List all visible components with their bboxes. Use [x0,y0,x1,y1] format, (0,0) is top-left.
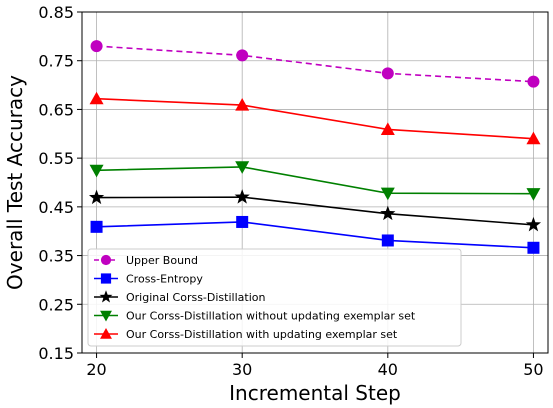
x-tick-label: 30 [232,360,252,379]
y-tick-label: 0.65 [38,100,74,119]
legend-label: Cross-Entropy [126,273,203,286]
plot-area [81,11,549,354]
triangle-down-marker [380,187,395,201]
y-tick-label: 0.25 [38,295,74,314]
y-tick-label: 0.35 [38,247,74,266]
circle-marker [527,75,540,88]
x-tick-label: 50 [523,360,543,379]
x-axis-title: Incremental Step [229,381,401,405]
x-tick-label: 20 [86,360,106,379]
legend-label: Our Corss-Distillation with updating exe… [126,328,398,341]
square-marker [90,220,103,233]
y-tick-label: 0.75 [38,52,74,71]
triangle-up-marker [100,328,112,339]
legend-item: Cross-Entropy [94,273,203,286]
series-3 [89,161,541,201]
y-tick-label: 0.15 [38,344,74,363]
triangle-down-marker [89,164,104,178]
triangle-up-marker [235,98,250,111]
y-tick-label: 0.55 [38,149,74,168]
y-axis-title: Overall Test Accuracy [3,75,27,290]
circle-marker [381,67,394,80]
triangle-up-marker [380,122,395,136]
star-marker [380,205,396,221]
triangle-down-marker [235,161,250,174]
star-marker [88,189,105,205]
legend-label: Our Corss-Distillation without updating … [126,310,416,323]
series-line [96,166,534,195]
series-line [96,97,534,140]
legend-box [87,248,462,347]
series-line [96,45,534,83]
x-axis: 20 30 40 50 [86,353,544,379]
series-group [88,40,542,254]
y-tick-label: 0.85 [38,3,74,22]
circle-marker [90,40,103,53]
series-line [96,196,534,226]
legend-label: Upper Bound [126,254,198,267]
legend-item: Our Corss-Distillation without updating … [94,310,416,323]
legend-item: Original Corss-Distillation [94,290,265,304]
y-tick-label: 0.45 [38,198,74,217]
star-marker [99,290,113,303]
legend-label: Original Corss-Distillation [126,291,265,304]
series-0 [90,40,540,88]
series-1 [90,215,540,254]
series-line [96,221,534,249]
x-tick-label: 40 [378,360,398,379]
square-marker [381,234,394,247]
square-marker [100,273,112,284]
circle-marker [236,49,249,62]
star-marker [525,216,542,232]
star-marker [234,189,250,204]
legend-item: Upper Bound [94,254,198,267]
triangle-up-marker [526,131,541,145]
triangle-down-marker [526,188,541,201]
circle-marker [100,254,112,266]
square-marker [236,215,249,228]
series-2 [88,189,542,232]
triangle-up-marker [89,91,104,105]
series-4 [89,91,541,145]
square-marker [527,241,540,254]
legend: Upper Bound Cross-Entropy Original Corss-D… [87,248,462,347]
y-axis: 0.15 0.25 0.35 0.45 0.55 0.65 0.75 0.85 [38,3,82,363]
legend-item: Our Corss-Distillation with updating exe… [94,328,398,341]
triangle-down-marker [100,310,112,322]
